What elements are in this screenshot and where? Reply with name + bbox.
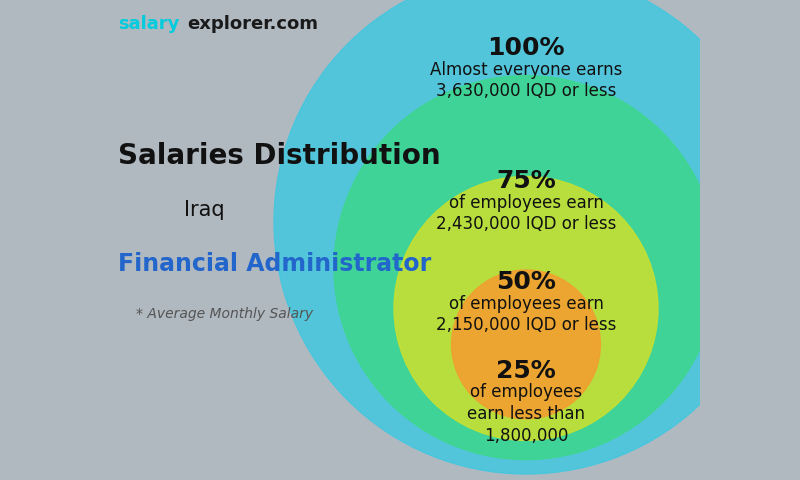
Text: Financial Administrator: Financial Administrator: [118, 252, 431, 276]
Text: 3,630,000 IQD or less: 3,630,000 IQD or less: [436, 82, 616, 100]
Text: salary: salary: [118, 15, 179, 33]
Circle shape: [451, 270, 600, 419]
Text: 50%: 50%: [496, 270, 556, 294]
Circle shape: [334, 75, 718, 460]
Text: 100%: 100%: [487, 36, 565, 60]
Circle shape: [274, 0, 778, 474]
Circle shape: [394, 176, 658, 441]
Text: Almost everyone earns: Almost everyone earns: [430, 60, 622, 79]
Text: Salaries Distribution: Salaries Distribution: [118, 142, 441, 170]
Text: 25%: 25%: [496, 359, 556, 383]
Text: 1,800,000: 1,800,000: [484, 427, 568, 444]
Text: of employees: of employees: [470, 384, 582, 401]
Text: * Average Monthly Salary: * Average Monthly Salary: [136, 307, 313, 322]
Text: of employees earn: of employees earn: [449, 295, 603, 312]
Text: explorer.com: explorer.com: [188, 15, 318, 33]
Text: 75%: 75%: [496, 169, 556, 193]
Text: Iraq: Iraq: [184, 200, 225, 220]
Text: of employees earn: of employees earn: [449, 194, 603, 212]
Text: 2,430,000 IQD or less: 2,430,000 IQD or less: [436, 216, 616, 233]
Text: 2,150,000 IQD or less: 2,150,000 IQD or less: [436, 316, 616, 334]
Text: earn less than: earn less than: [467, 405, 585, 423]
